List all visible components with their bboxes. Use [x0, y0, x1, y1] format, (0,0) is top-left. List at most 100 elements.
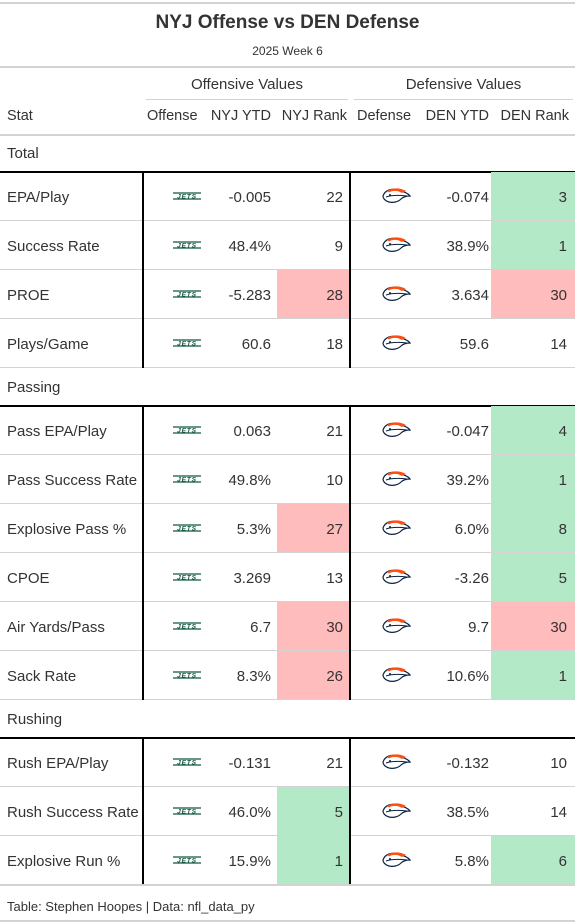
svg-text:JETS: JETS [177, 673, 197, 680]
row-divider [0, 454, 575, 455]
svg-text:JETS: JETS [177, 526, 197, 533]
group-top-rule [0, 737, 575, 739]
group-top-rule [0, 171, 575, 173]
row-divider [0, 503, 575, 504]
spanner-offensive-values: Offensive Values [190, 76, 303, 93]
broncos-logo-icon [382, 237, 411, 252]
jets-logo-icon: JETS [173, 339, 201, 348]
jets-logo-icon: JETS [173, 671, 201, 680]
source-note: Table: Stephen Hoopes | Data: nfl_data_p… [7, 899, 255, 914]
broncos-logo-icon [382, 286, 411, 301]
nyj-rank-value: 27 [326, 521, 343, 538]
svg-text:JETS: JETS [177, 809, 197, 816]
table-top-rule [0, 2, 575, 4]
svg-text:JETS: JETS [177, 341, 197, 348]
den-ytd-value: 10.6% [446, 668, 489, 685]
svg-text:JETS: JETS [177, 243, 197, 250]
den-rank-value: 1 [558, 472, 567, 489]
stat-label: PROE [7, 287, 50, 304]
den-ytd-value: 38.9% [446, 238, 489, 255]
col-header-den-ytd: DEN YTD [425, 108, 489, 124]
den-rank-highlight [491, 406, 575, 454]
den-rank-value: 30 [550, 287, 567, 304]
table-title: NYJ Offense vs DEN Defense [155, 12, 420, 33]
table-bottom-rule [0, 884, 575, 886]
den-ytd-value: 6.0% [454, 521, 489, 538]
den-ytd-value: 3.634 [451, 287, 489, 304]
nyj-rank-value: 18 [326, 336, 343, 353]
nyj-rank-value: 13 [326, 570, 343, 587]
stat-label: Air Yards/Pass [7, 619, 105, 636]
jets-logo-icon: JETS [173, 192, 201, 201]
svg-text:JETS: JETS [177, 624, 197, 631]
row-divider [0, 318, 575, 319]
den-rank-value: 1 [558, 668, 567, 685]
den-ytd-value: -0.132 [446, 755, 489, 772]
nyj-rank-highlight [277, 504, 349, 552]
svg-text:JETS: JETS [177, 194, 197, 201]
spanner-defensive-values: Defensive Values [405, 76, 522, 93]
nyj-ytd-value: 48.4% [228, 238, 271, 255]
den-rank-value: 8 [558, 521, 567, 538]
den-ytd-value: 9.7 [468, 619, 489, 636]
den-ytd-value: 5.8% [454, 853, 489, 870]
den-rank-highlight [491, 836, 575, 884]
group-top-rule [0, 405, 575, 407]
broncos-logo-icon [382, 188, 411, 203]
den-rank-value: 6 [558, 853, 567, 870]
den-rank-value: 14 [550, 336, 567, 353]
stat-label: Pass EPA/Play [7, 423, 107, 440]
svg-text:JETS: JETS [177, 575, 197, 582]
den-rank-highlight [491, 221, 575, 269]
nyj-rank-value: 26 [326, 668, 343, 685]
defense-left-border [349, 406, 351, 700]
nyj-rank-highlight [277, 602, 349, 650]
nyj-ytd-value: 15.9% [228, 853, 271, 870]
nyj-ytd-value: 46.0% [228, 804, 271, 821]
den-ytd-value: -0.074 [446, 189, 489, 206]
nyj-rank-value: 1 [334, 853, 343, 870]
stat-label: EPA/Play [7, 189, 70, 206]
den-rank-highlight [491, 270, 575, 318]
defense-left-border [349, 738, 351, 885]
den-rank-value: 1 [558, 238, 567, 255]
group-label-rushing: Rushing [7, 711, 63, 728]
row-divider [0, 552, 575, 553]
nyj-rank-value: 21 [326, 755, 343, 772]
nyj-ytd-value: 8.3% [236, 668, 271, 685]
broncos-logo-icon [382, 852, 411, 867]
row-divider [0, 220, 575, 221]
jets-logo-icon: JETS [173, 426, 201, 435]
group-label-total: Total [7, 145, 39, 162]
offense-left-border [142, 406, 144, 700]
nyj-rank-highlight [277, 836, 349, 884]
den-rank-value: 30 [550, 619, 567, 636]
jets-logo-icon: JETS [173, 241, 201, 250]
col-header-defense: Defense [357, 108, 412, 124]
stat-label: Sack Rate [7, 668, 77, 685]
nyj-ytd-value: 0.063 [233, 423, 271, 440]
den-rank-highlight [491, 172, 575, 220]
broncos-logo-icon [382, 754, 411, 769]
spanner-underline-defense [354, 99, 573, 100]
broncos-logo-icon [382, 335, 411, 350]
nyj-ytd-value: -0.131 [228, 755, 271, 772]
svg-text:JETS: JETS [177, 858, 197, 865]
nyj-rank-value: 10 [326, 472, 343, 489]
offense-left-border [142, 738, 144, 885]
nyj-rank-highlight [277, 270, 349, 318]
broncos-logo-icon [382, 422, 411, 437]
broncos-logo-icon [382, 471, 411, 486]
den-rank-highlight [491, 651, 575, 699]
spanner-underline-offense [146, 99, 348, 100]
den-ytd-value: -3.26 [454, 570, 489, 587]
den-ytd-value: 39.2% [446, 472, 489, 489]
header-bottom-rule [0, 134, 575, 136]
svg-text:JETS: JETS [177, 477, 197, 484]
nyj-rank-value: 5 [334, 804, 343, 821]
stat-label: Explosive Run % [7, 853, 121, 870]
nyj-ytd-value: -0.005 [228, 189, 271, 206]
defense-left-border [349, 172, 351, 368]
nyj-rank-value: 21 [326, 423, 343, 440]
